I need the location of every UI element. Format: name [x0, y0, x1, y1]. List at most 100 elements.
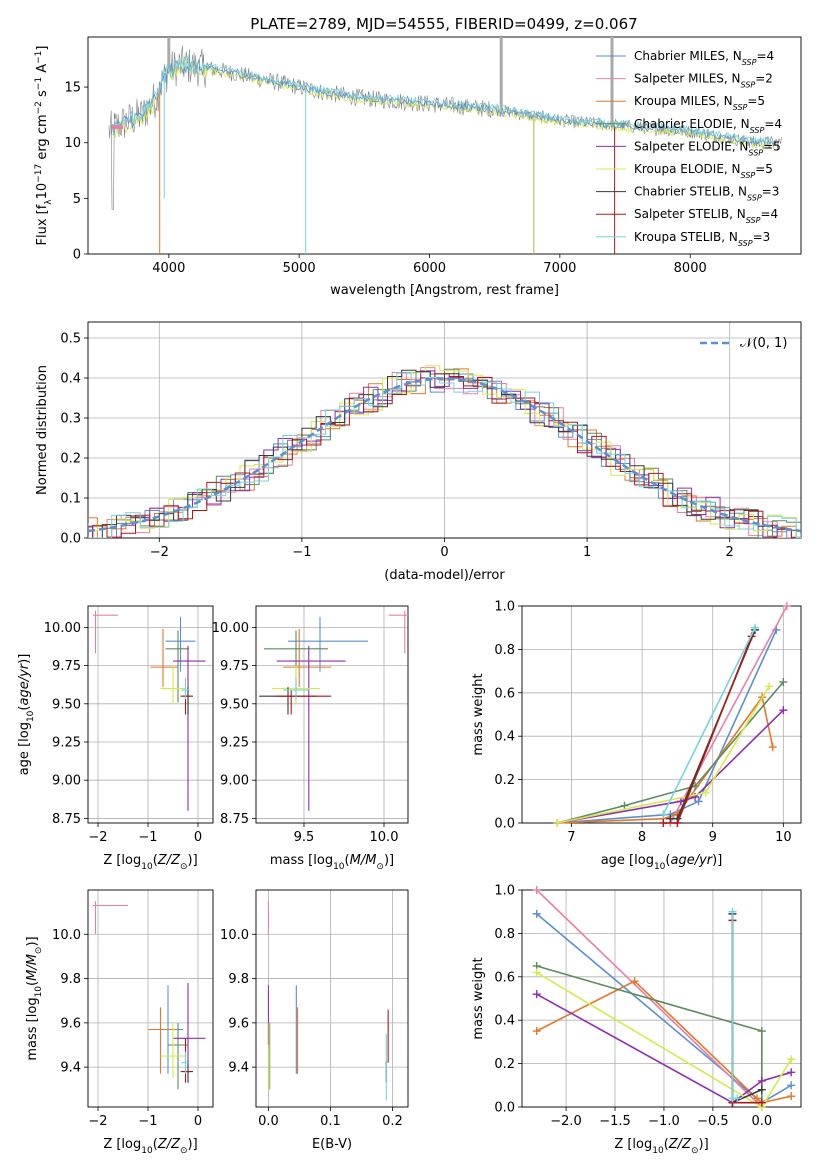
- y-tick-label: 9.4: [60, 1061, 81, 1076]
- y-tick-label: 0.0: [494, 817, 515, 832]
- y-tick-label: 10: [64, 136, 81, 151]
- series-point: [757, 1076, 766, 1085]
- y-axis-label: mass weight: [471, 957, 486, 1039]
- series-salpeter-stelib: [728, 916, 766, 1107]
- legend-label-kroupa-elodie: Kroupa ELODIE, NSSP=5: [634, 162, 773, 180]
- legend-label-salpeter-miles: Salpeter MILES, NSSP=2: [634, 72, 773, 90]
- errorbar-kroupa-miles: [283, 628, 332, 687]
- age-vs-mass-errorbars: [259, 610, 408, 811]
- y-axis-label: mass weight: [471, 673, 486, 755]
- y-tick-label: 10.0: [52, 928, 81, 943]
- massweight-vs-Z-lines: [532, 886, 796, 1111]
- x-tick-label: 10: [775, 830, 792, 845]
- series-point: [787, 1092, 796, 1101]
- series-line: [557, 629, 778, 824]
- y-tick-label: 0.0: [60, 532, 81, 547]
- y-tick-label: 0.8: [494, 927, 515, 942]
- age-vs-Z-axes: −2 −1 0 8.75 9.00 9.25 9.50 9.75 10.00 Z [log10(Z…: [17, 605, 214, 872]
- y-tick-label: 0.2: [60, 452, 81, 467]
- y-tick-label: 10.00: [44, 621, 81, 636]
- y-tick-label: 9.8: [228, 972, 249, 987]
- x-tick-label: −2: [88, 830, 107, 845]
- x-axis-label: age [log10(age/yr)]: [601, 853, 723, 872]
- x-tick-label: 2: [726, 545, 734, 560]
- y-tick-label: 0.1: [60, 492, 81, 507]
- y-tick-label: 0.6: [494, 970, 515, 985]
- x-tick-label: 9: [709, 830, 717, 845]
- series-line: [536, 993, 792, 1104]
- histogram-chabrier-stelib: [88, 369, 801, 538]
- legend-label-salpeter-elodie: Salpeter ELODIE, NSSP=5: [634, 139, 781, 157]
- series-point: [532, 1027, 541, 1036]
- spectrum-axes: 4000 5000 6000 7000 8000 0 5 10 15 wavelength [An…: [34, 36, 802, 298]
- series-line: [731, 911, 738, 1100]
- legend-label-chabrier-miles: Chabrier MILES, NSSP=4: [634, 49, 774, 67]
- x-tick-label: 0.1: [320, 1114, 341, 1129]
- errorbar-chabrier-stelib: [183, 686, 193, 715]
- histogram-salpeter-stelib: [88, 373, 801, 538]
- series-kroupa-miles: [553, 693, 777, 827]
- y-tick-label: 8.75: [220, 812, 249, 827]
- y-tick-label: 9.75: [220, 659, 249, 674]
- y-tick-label: 0.4: [494, 1014, 515, 1029]
- x-tick-label: 7000: [543, 261, 576, 276]
- series-point: [694, 797, 703, 806]
- y-tick-label: 9.00: [220, 774, 249, 789]
- x-tick-label: 6000: [413, 261, 446, 276]
- series-point: [757, 1085, 766, 1094]
- y-tick-label: 0.2: [494, 773, 515, 788]
- errorbar-kroupa-miles: [150, 628, 178, 687]
- errorbar-kroupa-stelib: [181, 1051, 190, 1074]
- massweight-vs-Z-axes: −2.0 −1.5 −1.0 −0.5 0.0 0.0 0.2 0.4 0.6 0.8 1.0 Z […: [471, 884, 802, 1156]
- series-point: [673, 819, 682, 827]
- y-tick-label: 9.25: [220, 736, 249, 751]
- mass-vs-Z-axes: −2 −1 0 9.4 9.6 9.8 10.0 Z [log10(Z/Z⊙)] mass [l…: [25, 889, 214, 1156]
- series-point: [532, 968, 541, 977]
- series-point: [728, 907, 737, 916]
- x-tick-label: 7: [567, 830, 575, 845]
- mass-vs-EBV-frame: [255, 889, 409, 1108]
- series-line: [669, 605, 788, 824]
- y-tick-label: 15: [64, 81, 81, 96]
- series-point: [620, 801, 629, 810]
- errorbar-chabrier-elodie: [165, 630, 189, 703]
- errorbar-kroupa-stelib: [181, 677, 190, 700]
- y-tick-label: 8.75: [52, 812, 81, 827]
- series-point: [752, 1094, 761, 1103]
- x-axis-label: (data-model)/error: [384, 568, 505, 583]
- massweight-vs-Z-frame: [521, 889, 802, 1108]
- normal-reference-curve: [88, 377, 801, 533]
- y-tick-label: 0: [73, 248, 81, 263]
- series-point: [779, 706, 788, 715]
- x-tick-label: −1.5: [599, 1114, 631, 1129]
- y-axis-label: Flux [fλ10−17 erg cm−2 s−1 A−1]: [34, 46, 54, 246]
- age-vs-mass-frame: [255, 605, 409, 824]
- x-tick-label: −2: [88, 1114, 107, 1129]
- legend-label-kroupa-stelib: Kroupa STELIB, NSSP=3: [634, 230, 770, 248]
- series-line: [557, 681, 784, 824]
- errorbar-kroupa-miles: [148, 1007, 176, 1074]
- y-tick-label: 0.4: [60, 372, 81, 387]
- y-axis-label: age [log10(age/yr)]: [17, 654, 36, 776]
- y-axis-label: mass [log10(M/M⊙)]: [25, 936, 44, 1060]
- model-line-kroupa-stelib: [111, 54, 776, 145]
- series-salpeter-stelib: [659, 632, 756, 827]
- series-point: [659, 810, 668, 819]
- y-tick-label: 10.0: [220, 928, 249, 943]
- errorbar-salpeter-miles: [93, 901, 128, 935]
- histogram-kroupa-elodie: [88, 365, 801, 538]
- series-point: [676, 797, 685, 806]
- residuals-frame: [87, 321, 802, 539]
- series-chabrier-elodie: [553, 677, 788, 827]
- y-tick-label: 0.4: [494, 730, 515, 745]
- x-tick-label: −0.5: [697, 1114, 729, 1129]
- y-tick-label: 0.2: [494, 1057, 515, 1072]
- y-tick-label: 9.75: [52, 659, 81, 674]
- y-tick-label: 1.0: [494, 884, 515, 899]
- y-tick-label: 9.50: [220, 697, 249, 712]
- x-tick-label: 0: [194, 830, 202, 845]
- spectrum-legend: Chabrier MILES, NSSP=4 Salpeter MILES, NS…: [596, 49, 782, 247]
- x-tick-label: 1: [583, 545, 591, 560]
- series-line: [731, 913, 763, 1104]
